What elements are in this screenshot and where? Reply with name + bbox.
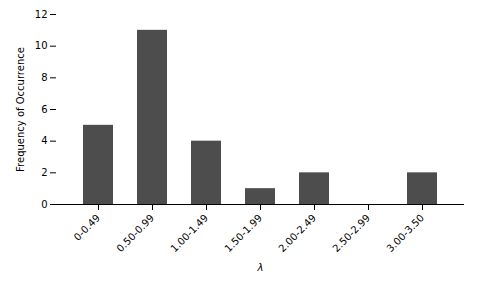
svg-text:1.00-1.49: 1.00-1.49: [168, 212, 210, 254]
svg-text:3.00-3.50: 3.00-3.50: [384, 212, 426, 254]
svg-text:λ: λ: [257, 262, 264, 273]
svg-text:0: 0: [41, 199, 47, 210]
svg-text:0.50-0.99: 0.50-0.99: [114, 212, 156, 254]
svg-text:0-0.49: 0-0.49: [72, 212, 103, 243]
svg-text:2: 2: [41, 167, 47, 178]
svg-text:12: 12: [35, 9, 48, 20]
svg-text:2.50-2.99: 2.50-2.99: [330, 212, 372, 254]
svg-text:4: 4: [41, 135, 47, 146]
svg-text:10: 10: [35, 40, 48, 51]
svg-text:1.50-1.99: 1.50-1.99: [222, 212, 264, 254]
svg-text:2.00-2.49: 2.00-2.49: [276, 212, 318, 254]
svg-text:6: 6: [41, 104, 47, 115]
svg-text:Frequency of Occurrence: Frequency of Occurrence: [15, 47, 26, 172]
svg-text:8: 8: [41, 72, 47, 83]
